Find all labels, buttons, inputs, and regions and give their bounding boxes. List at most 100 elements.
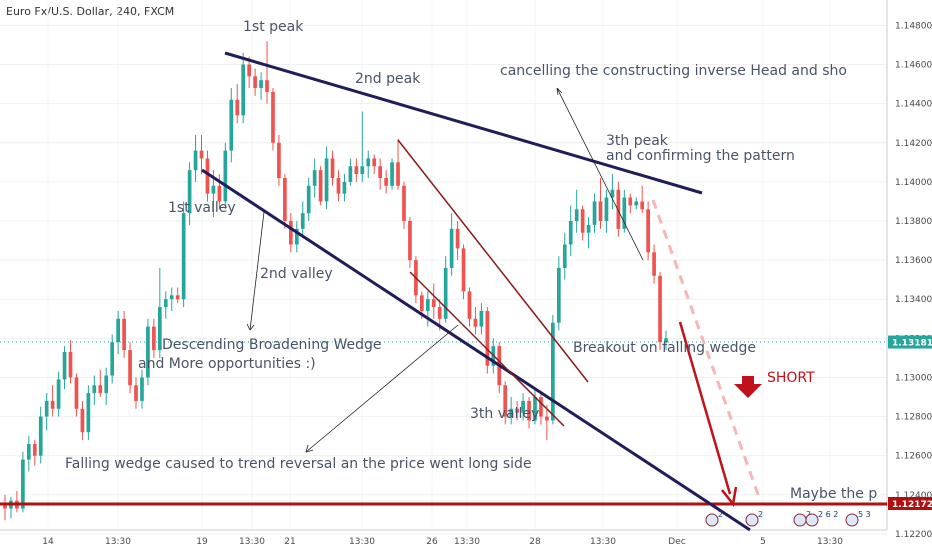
candle-body <box>437 307 442 319</box>
candle-body <box>56 379 61 409</box>
x-tick-label: 14 <box>42 537 54 547</box>
y-tick-label: 1.14600 <box>895 61 932 71</box>
x-tick-label: 26 <box>426 537 438 547</box>
y-tick-label: 1.12400 <box>895 491 932 501</box>
event-marker: 2 6 2 <box>805 510 838 527</box>
candle-body <box>372 158 377 167</box>
candle-body <box>330 158 335 178</box>
svg-text:2: 2 <box>718 510 723 519</box>
candle-body <box>574 209 579 221</box>
candle-body <box>461 248 466 292</box>
candle-body <box>288 220 293 245</box>
candle-body <box>253 76 257 89</box>
candle-body <box>68 352 73 378</box>
wedge-upper-line[interactable] <box>224 51 703 195</box>
candle-body <box>390 162 394 186</box>
falling-wedge-upper[interactable] <box>397 139 589 383</box>
projection-line <box>651 199 762 501</box>
candle-body <box>336 177 341 194</box>
candle-body <box>98 385 103 394</box>
falling-wedge-lower[interactable] <box>409 271 565 427</box>
candle-body <box>384 177 388 186</box>
candle-body <box>163 299 168 308</box>
event-marker: 2 <box>745 510 763 527</box>
candle-body <box>318 170 323 202</box>
y-tick-label: 1.13800 <box>895 217 932 227</box>
candle-body <box>259 80 263 89</box>
candle-body <box>396 162 400 186</box>
candle-body <box>586 224 591 233</box>
label-opportunities: and More opportunities :) <box>138 356 316 372</box>
candle-body <box>199 150 204 159</box>
candle-body <box>604 197 609 221</box>
candle-body <box>86 393 91 433</box>
y-tick-label: 1.13600 <box>895 256 932 266</box>
candle-body <box>509 408 514 417</box>
x-tick-label: 21 <box>284 537 295 547</box>
candle-body <box>152 326 156 351</box>
y-tick-label: 1.13400 <box>895 295 932 305</box>
candle-body <box>157 307 162 351</box>
label-2nd-valley: 2nd valley <box>260 266 333 282</box>
arrow-cancel <box>556 87 644 261</box>
support-price-tag: 1.12172 <box>888 497 932 510</box>
candle-body <box>545 416 549 421</box>
candle-body <box>568 220 573 245</box>
candle-body <box>527 400 531 421</box>
candle-body <box>425 299 430 311</box>
candle-body <box>181 213 186 300</box>
candle-body <box>610 189 615 198</box>
candle-body <box>521 400 525 413</box>
candle-body <box>342 181 347 194</box>
x-tick-label: 13:30 <box>239 537 265 547</box>
label-2nd-peak: 2nd peak <box>355 71 421 87</box>
y-axis-ticks: 1.14800 1.14600 1.14400 1.14200 1.14000 1.138… <box>895 21 932 539</box>
grid <box>0 0 887 535</box>
candle-body <box>247 64 251 77</box>
candle-body <box>431 299 436 308</box>
y-tick-label: 1.13000 <box>895 373 932 383</box>
candle-body <box>92 385 97 394</box>
candle-body <box>283 177 287 221</box>
current-price-tag: 1.13181 <box>888 335 932 349</box>
candle-body <box>420 295 424 311</box>
candle-body <box>449 228 454 268</box>
candle-body <box>616 189 621 229</box>
candle-body <box>300 213 305 229</box>
candle-body <box>74 377 79 409</box>
candle-body <box>473 318 478 327</box>
y-tick-label: 1.12600 <box>895 452 932 462</box>
arrow-to-2nd-valley <box>249 211 265 331</box>
candle-body <box>378 166 383 178</box>
y-tick-label: 1.14800 <box>895 21 932 31</box>
candle-body <box>503 385 508 417</box>
x-tick-label: 13:30 <box>817 537 843 547</box>
candle-body <box>3 502 7 509</box>
candle-body <box>277 142 281 178</box>
candle-body <box>634 201 639 206</box>
label-3rd-valley: 3th valley <box>470 406 539 422</box>
y-tick-label: 1.14000 <box>895 178 932 188</box>
event-marker: 5 3 <box>845 510 871 527</box>
x-tick-label: 13:30 <box>349 537 375 547</box>
x-tick-label: Dec <box>668 537 685 547</box>
svg-text:2: 2 <box>758 510 763 519</box>
annotation-arrows <box>246 87 644 453</box>
y-tick-label: 1.12200 <box>895 530 932 540</box>
candle-body <box>443 267 448 319</box>
candle-body <box>235 99 240 116</box>
candle-body <box>193 150 198 171</box>
label-confirming: and confirming the pattern <box>606 148 795 164</box>
candle-body <box>146 326 150 378</box>
x-tick-label: 13:30 <box>454 537 480 547</box>
candle-body <box>455 228 460 249</box>
wedge-lower-line[interactable] <box>201 168 751 532</box>
label-3rd-peak: 3th peak <box>606 133 669 149</box>
candle-body <box>205 158 210 194</box>
candle-body <box>348 166 353 182</box>
candle-body <box>80 408 85 433</box>
candle-body <box>360 166 365 175</box>
label-1st-valley: 1st valley <box>168 200 236 216</box>
